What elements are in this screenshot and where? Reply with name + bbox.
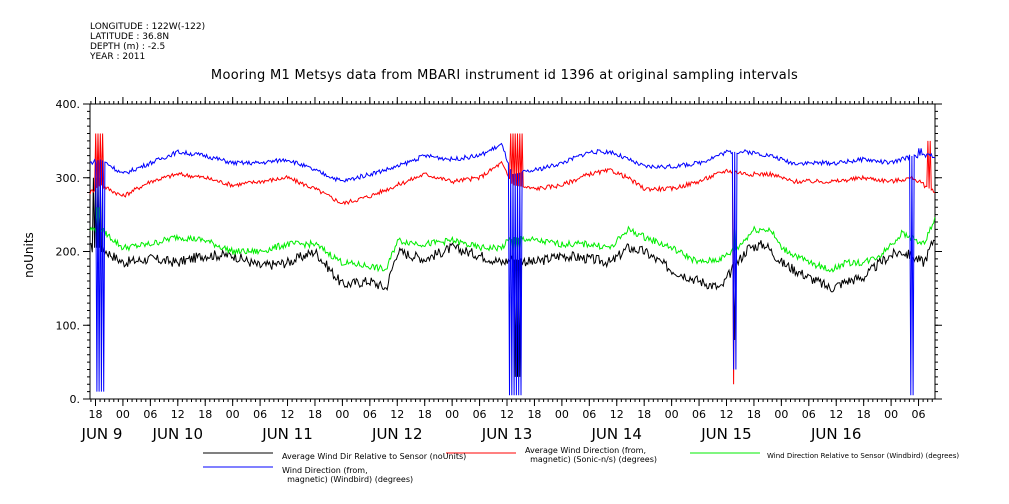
- year-text: YEAR : 2011: [90, 52, 146, 62]
- x-tick-label: 06: [363, 408, 377, 421]
- x-tick-label: 00: [555, 408, 569, 421]
- x-day-label: JUN 10: [152, 425, 203, 443]
- x-day-label: JUN 13: [481, 425, 532, 443]
- x-tick-label: 18: [747, 408, 761, 421]
- legend-label-1: Average Wind Dir Relative to Sensor (noU…: [282, 452, 467, 461]
- x-tick-label: 18: [418, 408, 432, 421]
- x-tick-label: 00: [884, 408, 898, 421]
- x-tick-label: 18: [198, 408, 212, 421]
- x-tick-label: 00: [665, 408, 679, 421]
- x-tick-label: 18: [527, 408, 541, 421]
- x-tick-label: 12: [390, 408, 404, 421]
- x-tick-label: 12: [171, 408, 185, 421]
- chart-title: Mooring M1 Metsys data from MBARI instru…: [210, 68, 799, 83]
- x-tick-label: 12: [281, 408, 295, 421]
- legend-label-3: Wind Direction Relative to Sensor (Windb…: [767, 452, 960, 460]
- x-tick-label: 00: [445, 408, 459, 421]
- legend-label-4: Wind Direction (from, magnetic) (Windbir…: [282, 466, 414, 484]
- x-tick-label: 18: [857, 408, 871, 421]
- series-line-2: [89, 133, 935, 385]
- y-tick-label: 300.: [56, 172, 81, 185]
- metadata-block: LONGITUDE : 122W(-122) LATITUDE : 36.8N …: [90, 22, 205, 62]
- legend-label-2: Average Wind Direction (from, magnetic) …: [525, 446, 657, 464]
- x-day-label: JUN 16: [810, 425, 861, 443]
- x-tick-label: 06: [143, 408, 157, 421]
- x-day-label: JUN 9: [81, 425, 123, 443]
- x-tick-label: 06: [802, 408, 816, 421]
- x-day-label: JUN 14: [591, 425, 642, 443]
- x-tick-label: 06: [582, 408, 596, 421]
- depth-text: DEPTH (m) : -2.5: [90, 42, 166, 52]
- x-tick-label: 06: [912, 408, 926, 421]
- series-line-4: [89, 142, 935, 396]
- x-tick-label: 12: [719, 408, 733, 421]
- x-tick-label: 18: [88, 408, 102, 421]
- x-day-label: JUN 12: [371, 425, 422, 443]
- x-day-label: JUN 15: [700, 425, 751, 443]
- x-tick-label: 12: [610, 408, 624, 421]
- x-tick-label: 06: [692, 408, 706, 421]
- x-tick-label: 00: [116, 408, 130, 421]
- x-tick-label: 12: [829, 408, 843, 421]
- x-tick-label: 12: [500, 408, 514, 421]
- longitude-text: LONGITUDE : 122W(-122): [90, 22, 206, 32]
- x-tick-label: 18: [637, 408, 651, 421]
- x-tick-label: 00: [226, 408, 240, 421]
- x-tick-label: 00: [335, 408, 349, 421]
- y-tick-label: 0.: [70, 393, 81, 406]
- x-tick-label: 06: [253, 408, 267, 421]
- y-tick-label: 400.: [56, 98, 81, 111]
- x-tick-label: 18: [308, 408, 322, 421]
- y-tick-label: 100.: [56, 319, 81, 332]
- latitude-text: LATITUDE : 36.8N: [90, 32, 170, 42]
- x-tick-label: 06: [473, 408, 487, 421]
- x-tick-label: 00: [774, 408, 788, 421]
- y-tick-label: 200.: [56, 246, 81, 259]
- x-day-label: JUN 11: [261, 425, 312, 443]
